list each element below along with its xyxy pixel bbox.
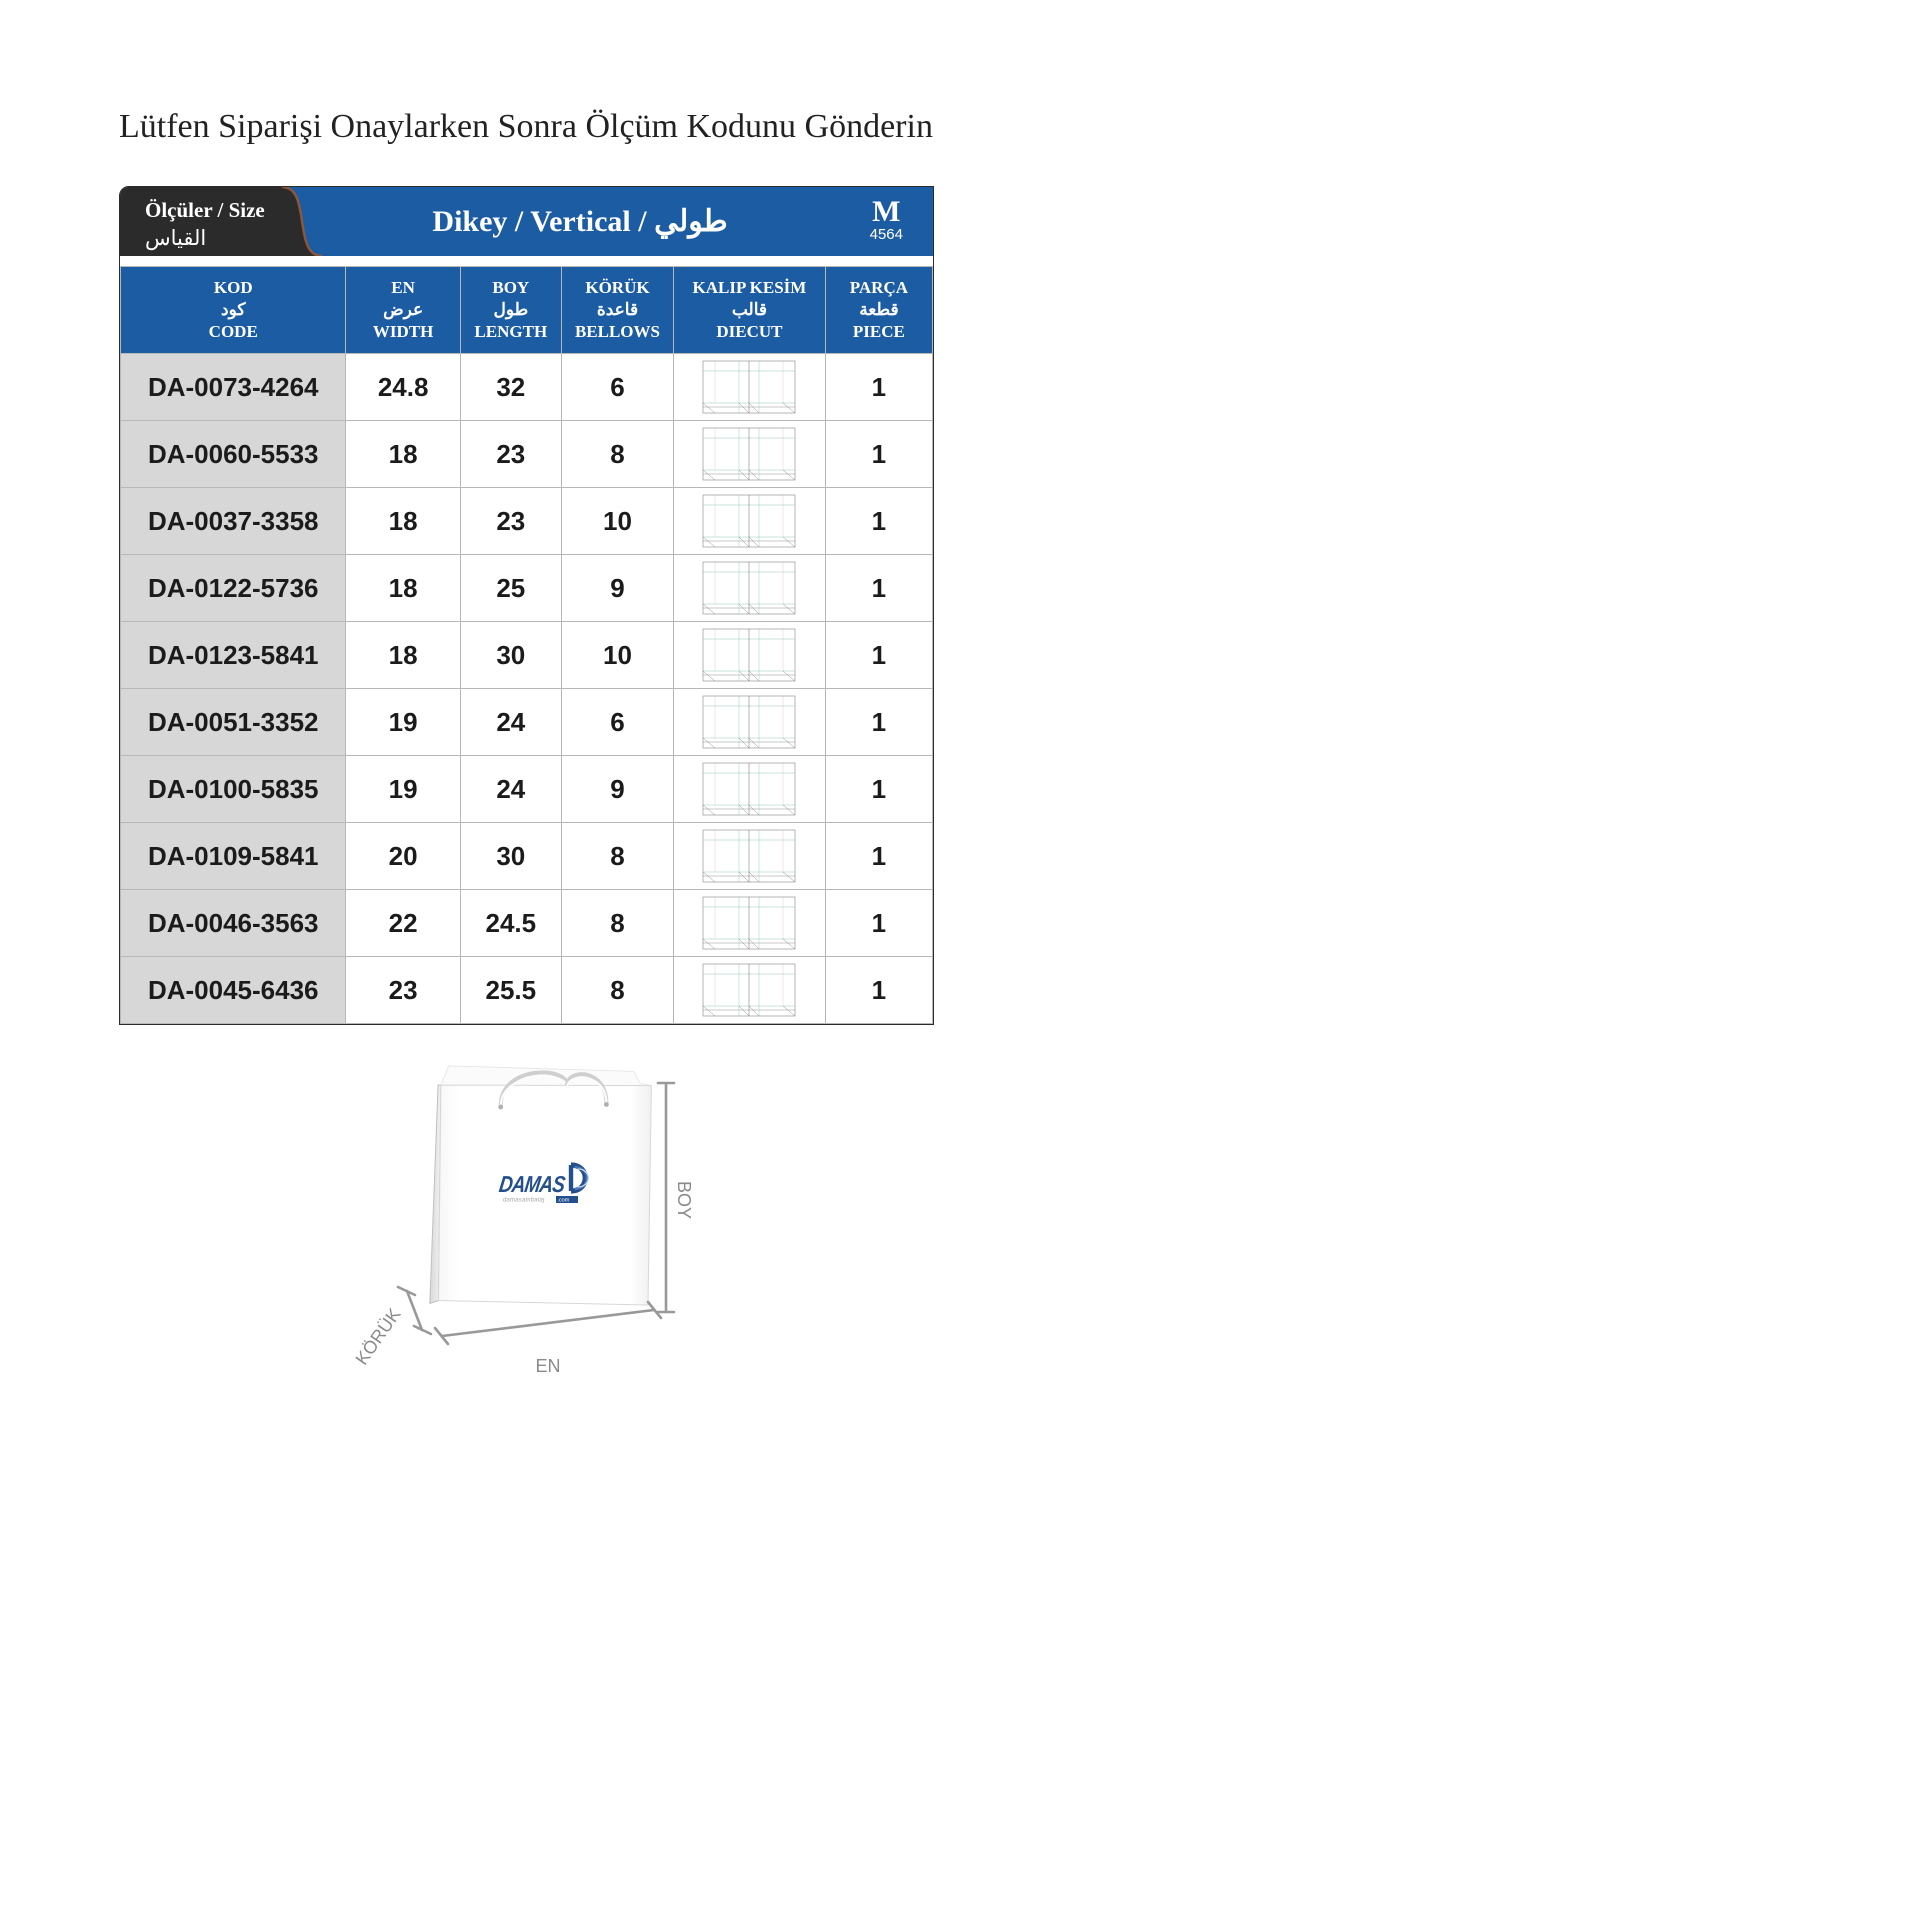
svg-text:.com: .com	[557, 1198, 569, 1204]
svg-text:EN: EN	[535, 1356, 560, 1376]
svg-text:damasambalaj: damasambalaj	[503, 1198, 545, 1204]
svg-text:BOY: BOY	[674, 1181, 694, 1219]
svg-text:DAMAS: DAMAS	[497, 1172, 566, 1197]
svg-text:KÖRÜK: KÖRÜK	[352, 1305, 405, 1369]
